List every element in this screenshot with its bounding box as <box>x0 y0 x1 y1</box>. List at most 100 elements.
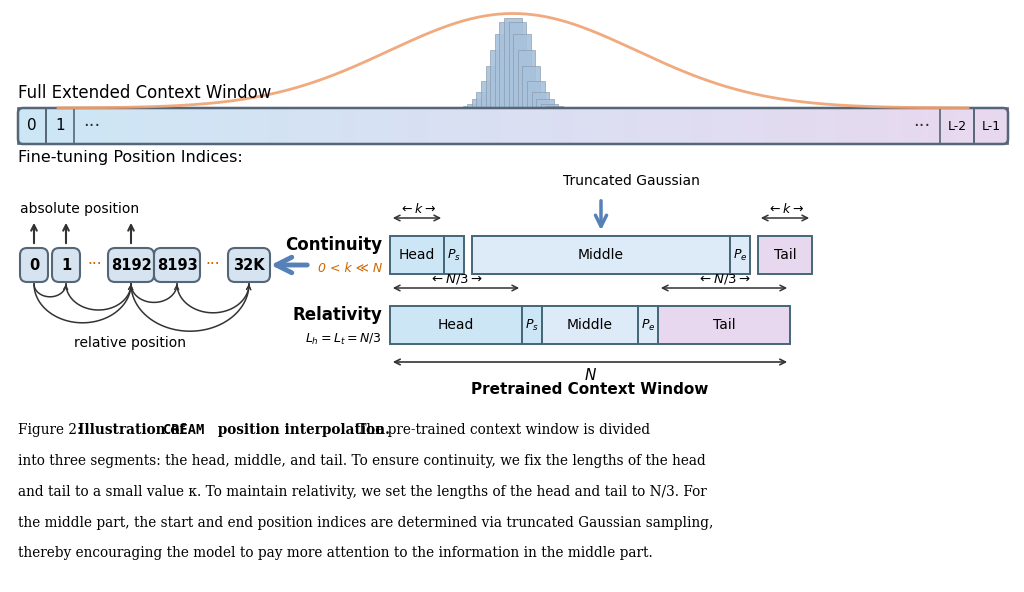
Bar <box>541 104 558 108</box>
Bar <box>685 108 691 144</box>
Bar <box>522 66 540 108</box>
Bar <box>678 108 685 144</box>
Bar <box>157 108 164 144</box>
Bar <box>458 107 475 108</box>
Text: position interpolation.: position interpolation. <box>213 423 390 437</box>
Bar <box>777 108 784 144</box>
Bar <box>586 108 593 144</box>
Bar <box>940 108 974 144</box>
Bar <box>658 306 790 344</box>
Bar <box>447 108 454 144</box>
Bar <box>427 108 434 144</box>
Text: L-2: L-2 <box>947 120 967 133</box>
Text: 8193: 8193 <box>157 258 198 272</box>
Bar <box>579 108 586 144</box>
Bar <box>103 108 111 144</box>
Text: and tail to a small value κ. To maintain relativity, we set the lengths of the h: and tail to a small value κ. To maintain… <box>18 485 708 499</box>
Bar <box>302 108 309 144</box>
Bar <box>463 106 480 108</box>
Text: Tail: Tail <box>774 248 797 262</box>
Text: 8192: 8192 <box>111 258 152 272</box>
Bar <box>460 108 467 144</box>
Bar <box>804 108 811 144</box>
Bar <box>476 92 494 108</box>
Text: $P_e$: $P_e$ <box>641 317 655 333</box>
Bar <box>532 108 540 144</box>
Bar <box>289 108 296 144</box>
Bar <box>638 108 645 144</box>
Bar <box>665 108 672 144</box>
Bar <box>481 81 499 108</box>
Text: 1: 1 <box>60 258 71 272</box>
Bar <box>341 108 348 144</box>
Bar <box>408 108 415 144</box>
Bar <box>962 108 969 144</box>
Bar <box>791 108 798 144</box>
Text: The pre-trained context window is divided: The pre-trained context window is divide… <box>353 423 650 437</box>
Bar <box>526 108 534 144</box>
Bar <box>737 108 744 144</box>
Text: Middle: Middle <box>567 318 613 332</box>
Text: Continuity: Continuity <box>285 236 382 254</box>
Bar <box>170 108 177 144</box>
Text: L-1: L-1 <box>981 120 1000 133</box>
Bar <box>390 236 444 274</box>
Text: the middle part, the start and end position indices are determined via truncated: the middle part, the start and end posit… <box>18 516 714 530</box>
Text: ···: ··· <box>206 258 220 272</box>
Bar <box>632 108 639 144</box>
Bar <box>130 108 137 144</box>
Bar <box>691 108 698 144</box>
Bar <box>388 108 394 144</box>
Bar <box>843 108 850 144</box>
Bar <box>856 108 863 144</box>
FancyBboxPatch shape <box>52 248 80 282</box>
Text: ···: ··· <box>88 258 102 272</box>
Bar <box>658 108 666 144</box>
Text: 0 < k ≪ N: 0 < k ≪ N <box>317 262 382 275</box>
Bar <box>542 306 638 344</box>
Bar <box>935 108 942 144</box>
Bar <box>797 108 804 144</box>
Bar <box>837 108 844 144</box>
Bar <box>605 108 612 144</box>
Bar <box>236 108 243 144</box>
Bar <box>889 108 896 144</box>
Bar <box>731 108 738 144</box>
Bar <box>507 108 513 144</box>
Bar <box>90 108 97 144</box>
Bar <box>909 108 916 144</box>
Bar <box>495 34 512 108</box>
Bar <box>25 108 32 144</box>
Bar <box>51 108 58 144</box>
Text: ···: ··· <box>83 117 100 135</box>
Bar <box>375 108 382 144</box>
Bar <box>189 108 197 144</box>
Bar <box>473 108 480 144</box>
Bar <box>764 108 771 144</box>
Bar <box>308 108 315 144</box>
Bar <box>816 108 823 144</box>
Bar <box>955 108 963 144</box>
Bar <box>117 108 124 144</box>
Bar <box>295 108 302 144</box>
Text: 0: 0 <box>28 118 37 134</box>
Text: Full Extended Context Window: Full Extended Context Window <box>18 84 271 102</box>
Bar <box>57 108 65 144</box>
Text: absolute position: absolute position <box>20 202 139 216</box>
Bar <box>902 108 909 144</box>
Bar <box>810 108 817 144</box>
Bar <box>537 99 554 108</box>
Bar <box>444 236 464 274</box>
Bar <box>329 108 335 144</box>
Bar <box>500 108 507 144</box>
Text: thereby encouraging the model to pay more attention to the information in the mi: thereby encouraging the model to pay mor… <box>18 546 653 561</box>
Bar <box>718 108 725 144</box>
Bar <box>472 99 489 108</box>
Bar <box>84 108 91 144</box>
Bar <box>783 108 791 144</box>
FancyBboxPatch shape <box>154 248 200 282</box>
Bar <box>592 108 599 144</box>
Bar <box>322 108 329 144</box>
Bar <box>651 108 658 144</box>
Bar <box>500 22 517 108</box>
